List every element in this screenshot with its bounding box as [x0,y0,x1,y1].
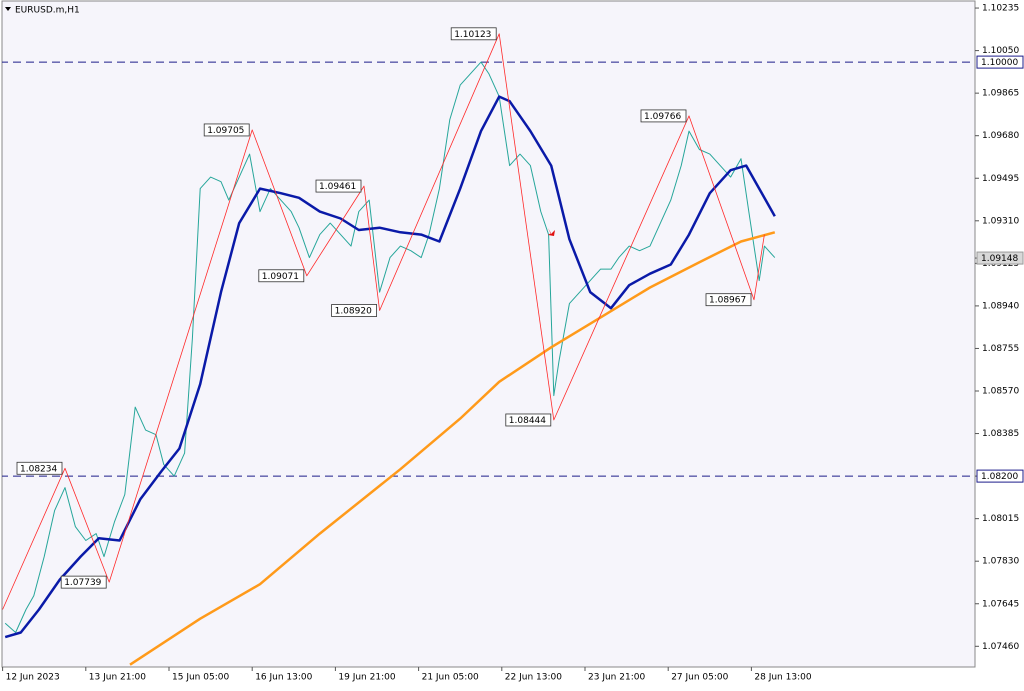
x-tick-label: 27 Jun 05:00 [671,673,728,683]
x-tick-label: 22 Jun 13:00 [505,673,562,683]
zigzag-label: 1.09461 [319,182,356,192]
y-tick-label: 1.08015 [982,514,1019,524]
y-tick-label: 1.09865 [982,89,1019,99]
zigzag-label-box [60,575,107,589]
y-tick-label: 1.07645 [982,599,1019,609]
zigzag-label-box [16,461,63,475]
zigzag-label-box [331,304,378,317]
zigzag-label-box [258,269,305,283]
zigzag-label-box [705,293,752,307]
zigzag-label-box [450,27,497,41]
level-label: 1.10000 [981,58,1018,68]
y-tick-label: 1.07830 [982,557,1019,567]
y-tick-label: 1.09495 [982,174,1019,184]
y-tick-label: 1.08570 [982,387,1019,397]
series-line [4,95,776,639]
x-tick-label: 12 Jun 2023 [6,673,60,683]
zigzag-label-box [315,179,362,193]
level-label-box [976,251,1024,265]
x-tick-label: 23 Jun 21:00 [588,673,645,683]
zigzag-label: 1.08234 [20,464,57,474]
x-tick-label: 19 Jun 21:00 [338,673,395,683]
zigzag-label: 1.08967 [709,296,746,306]
zigzag-label: 1.09766 [644,112,681,122]
zigzag-label: 1.09705 [207,126,244,136]
x-tick-label: 16 Jun 13:00 [255,673,312,683]
zigzag-label: 1.08444 [509,416,546,426]
x-tick-label: 13 Jun 21:00 [89,673,146,683]
y-tick-label: 1.10235 [982,4,1019,14]
x-tick-label: 15 Jun 05:00 [172,673,229,683]
zigzag-label: 1.10123 [454,30,491,40]
level-label-box [976,55,1024,69]
y-tick-label: 1.08385 [982,429,1019,439]
y-tick-label: 1.07460 [982,642,1019,652]
level-label-box [976,469,1024,483]
level-label: 1.09148 [981,254,1018,264]
zigzag-label-box [640,109,687,123]
zigzag-label: 1.08920 [335,307,372,317]
symbol-menu[interactable] [5,7,11,11]
x-tick-label: 21 Jun 05:00 [422,673,479,683]
y-tick-label: 1.08940 [982,301,1019,311]
zigzag [2,33,765,610]
zigzag-label-box [505,413,552,427]
chart-title: EURUSD.m,H1 [15,6,80,16]
zigzag-label-box [203,123,250,137]
y-tick-label: 1.08755 [982,344,1019,354]
sell-arrow [548,228,555,236]
series-line [129,231,776,666]
zigzag-label: 1.07739 [64,578,101,588]
plot: 1.08234 1.07739 1.09705 1.09071 1.09461 1.089… [2,27,975,666]
y-tick-label: 1.10050 [982,46,1019,56]
y-tick-label: 1.09310 [982,216,1019,226]
x-tick-label: 28 Jun 13:00 [754,673,811,683]
series-line [4,61,776,633]
y-tick-label: 1.09680 [982,131,1019,141]
zigzag-label: 1.09071 [262,272,299,282]
plot-area [1,0,976,668]
level-label: 1.08200 [981,472,1018,482]
